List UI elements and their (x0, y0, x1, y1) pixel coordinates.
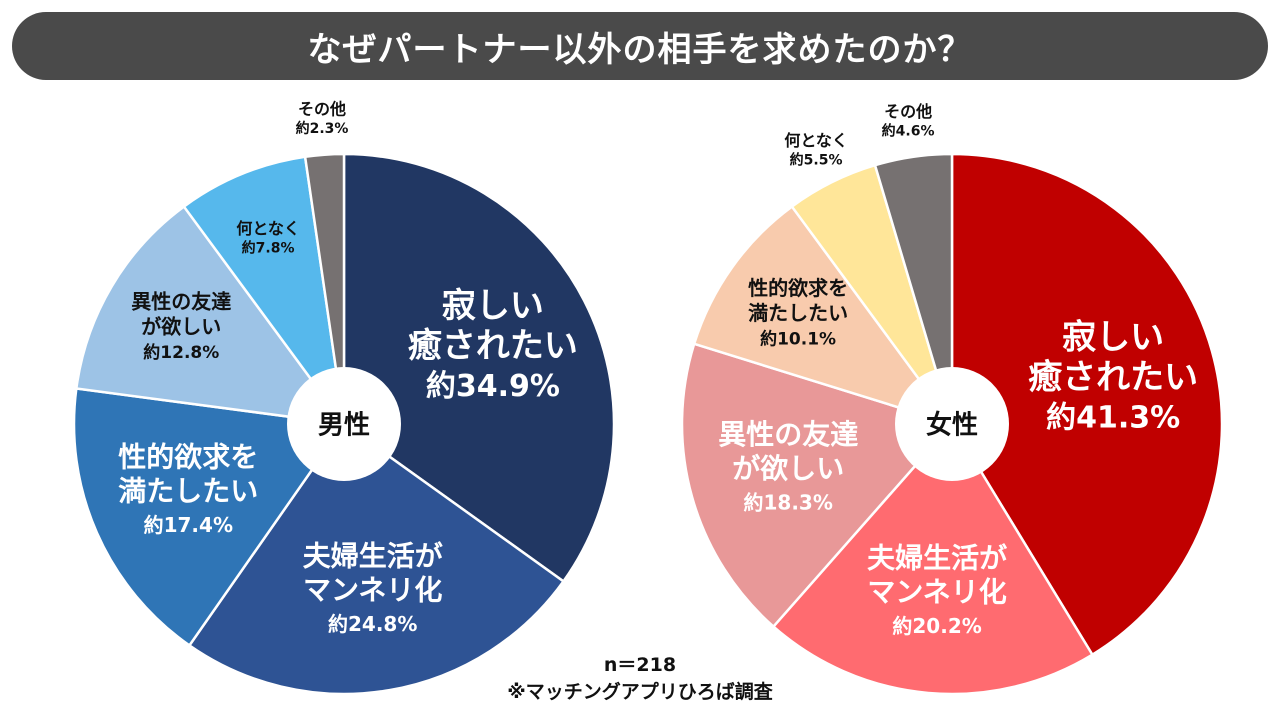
slice-label-text: 何となく (236, 219, 300, 238)
slice-percent-label: 約4.6% (882, 123, 935, 140)
slice-percent-label: 約20.2% (892, 614, 981, 638)
pie-center-hole (895, 367, 1009, 481)
slice-label-text: が欲しい (732, 452, 844, 485)
footer: n＝218 ※マッチングアプリひろば調査 (430, 652, 850, 706)
pie-slice (182, 155, 346, 425)
pie-slice (187, 422, 566, 696)
pie-slice (873, 152, 954, 425)
slice-label-text: マンネリ化 (867, 575, 1006, 608)
slice-label-text: 性的欲求を (748, 276, 848, 300)
slice-percent-label: 約17.4% (144, 513, 233, 537)
sample-size: n＝218 (603, 654, 677, 676)
pie-center-label: 男性 (318, 411, 370, 441)
slice-percent-label: 約41.3% (1046, 400, 1180, 435)
pie-center-hole (287, 367, 401, 481)
pie-slice (692, 204, 956, 427)
slice-percent-label: 約7.8% (242, 240, 295, 257)
slice-label-text: が欲しい (141, 314, 221, 338)
slice-percent-label: 約10.1% (760, 328, 836, 349)
slice-label-text: 満たしたい (748, 301, 848, 325)
slice-label-text: 夫婦生活が (303, 540, 443, 573)
page-title: なぜパートナー以外の相手を求めたのか？ (307, 29, 973, 70)
slice-percent-label: 約34.9% (426, 369, 560, 404)
slice-label-text: 夫婦生活が (867, 541, 1007, 574)
slice-percent-label: 約24.8% (328, 612, 417, 636)
slice-percent-label: 約2.3% (296, 120, 349, 137)
slice-percent-label: 約12.8% (143, 342, 219, 363)
slice-label-text: 何となく (784, 131, 848, 150)
slice-percent-label: 約18.3% (744, 490, 833, 514)
pie-slice (771, 421, 1095, 696)
slice-label-text: マンネリ化 (303, 574, 442, 607)
pie-chart-female: 寂しい癒されたい約41.3%夫婦生活がマンネリ化約20.2%異性の友達が欲しい約… (680, 102, 1224, 696)
slice-label-text: 癒されたい (1028, 357, 1198, 397)
pie-slice (680, 342, 955, 629)
slice-label-text: 性的欲求を (118, 441, 258, 474)
pie-slice (303, 152, 346, 425)
pie-center-label: 女性 (926, 410, 978, 441)
slice-label-text: 異性の友達 (131, 289, 231, 313)
pie-slice (74, 204, 347, 426)
slice-label-text: 異性の友達 (718, 418, 858, 451)
slice-percent-label: 約5.5% (790, 151, 843, 168)
source-note: ※マッチングアプリひろば調査 (507, 681, 773, 703)
pie-slice (342, 152, 616, 584)
slice-label-text: その他 (298, 100, 346, 119)
pie-slice (950, 152, 1224, 657)
pie-slice (72, 387, 347, 648)
title-bar: なぜパートナー以外の相手を求めたのか？ (12, 12, 1268, 80)
slice-label-text: 満たしたい (118, 475, 258, 508)
slice-label-text: 癒されたい (408, 326, 578, 366)
slice-label-text: その他 (884, 102, 932, 121)
slice-label-text: 寂しい (442, 286, 544, 326)
slice-label-text: 寂しい (1062, 317, 1164, 357)
